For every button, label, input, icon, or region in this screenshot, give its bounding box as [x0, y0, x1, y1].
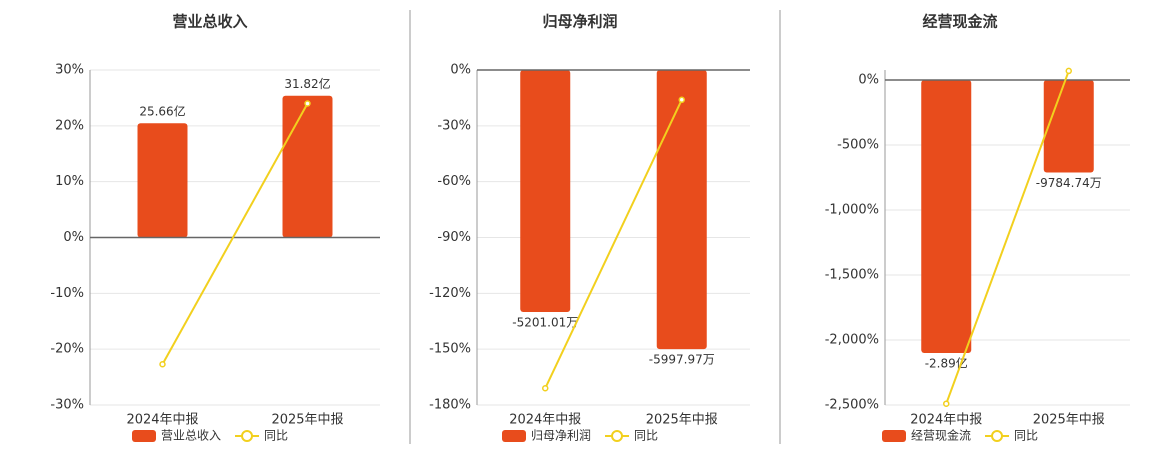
bar	[921, 80, 972, 354]
x-tick-label: 2024年中报	[910, 413, 982, 428]
y-tick-label: -2,500%	[825, 398, 879, 413]
y-tick-label: 0%	[450, 63, 471, 78]
line-point	[159, 360, 166, 368]
y-tick-label: -120%	[429, 286, 471, 301]
value-label: 31.82亿	[284, 76, 330, 91]
y-tick-label: -30%	[437, 118, 471, 133]
y-tick-label: -90%	[437, 230, 471, 245]
y-tick-label: 0%	[63, 230, 84, 245]
x-tick-label: 2024年中报	[509, 413, 581, 428]
value-label: -2.89亿	[925, 356, 968, 371]
value-label: -9784.74万	[1036, 176, 1102, 190]
legend-label: 同比	[634, 429, 658, 443]
value-label: 25.66亿	[139, 104, 185, 119]
line-point	[304, 100, 311, 107]
legend-label: 经营现金流	[911, 428, 971, 443]
chart-title: 归母净利润	[542, 13, 617, 31]
x-tick-label: 2024年中报	[126, 413, 198, 428]
value-label: -5201.01万	[512, 315, 578, 329]
line-point	[678, 96, 685, 104]
y-tick-label: -150%	[429, 342, 471, 357]
chart-title: 营业总收入	[172, 13, 247, 31]
y-tick-label: -500%	[837, 138, 879, 153]
bar	[282, 95, 333, 238]
x-tick-label: 2025年中报	[646, 413, 718, 428]
x-tick-label: 2025年中报	[271, 413, 343, 428]
legend-swatch	[611, 430, 624, 442]
y-tick-label: -10%	[50, 286, 84, 301]
legend-label: 同比	[1014, 429, 1038, 443]
legend-swatch	[241, 430, 254, 442]
y-tick-label: -2,000%	[825, 333, 879, 348]
y-tick-label: 20%	[55, 118, 84, 133]
bar	[656, 70, 707, 350]
legend-swatch	[132, 430, 156, 442]
line-point	[542, 385, 549, 392]
line	[161, 103, 309, 365]
bar	[520, 70, 571, 312]
legend-label: 归母净利润	[531, 429, 591, 443]
legend-swatch	[502, 430, 526, 442]
y-tick-label: -1,500%	[825, 268, 879, 283]
legend-label: 同比	[264, 429, 288, 443]
y-tick-label: -20%	[50, 342, 84, 357]
line	[945, 70, 1070, 405]
y-tick-label: -30%	[50, 398, 84, 413]
legend-swatch	[882, 430, 906, 442]
y-tick-label: 0%	[858, 73, 879, 88]
legend-label: 营业总收入	[161, 429, 221, 443]
y-tick-label: 30%	[55, 63, 84, 78]
y-tick-label: -180%	[429, 398, 471, 413]
bar	[137, 123, 188, 238]
bar	[1043, 80, 1094, 173]
line	[544, 99, 683, 389]
value-label: -5997.97万	[649, 353, 715, 367]
legend-swatch	[991, 430, 1004, 442]
x-tick-label: 2025年中报	[1033, 413, 1105, 428]
y-tick-label: 10%	[55, 174, 84, 189]
line-point	[943, 400, 950, 407]
y-tick-label: -1,000%	[825, 203, 879, 218]
y-tick-label: -60%	[437, 174, 471, 189]
line-point	[1065, 67, 1072, 75]
chart-title: 经营现金流	[922, 13, 997, 31]
